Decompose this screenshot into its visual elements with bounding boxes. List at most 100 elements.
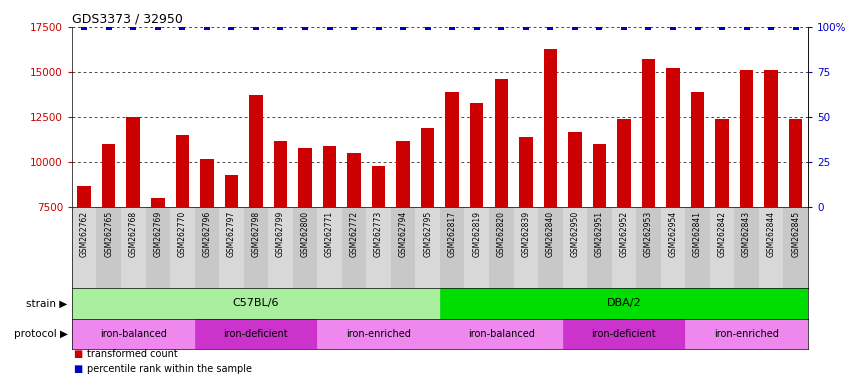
Bar [716, 119, 728, 207]
Point [445, 24, 459, 30]
Bar [618, 119, 630, 207]
Bar [691, 92, 704, 207]
Text: GSM262773: GSM262773 [374, 210, 383, 257]
Bar [348, 153, 360, 207]
Text: iron-balanced: iron-balanced [100, 329, 167, 339]
Bar [170, 207, 195, 288]
Bar [274, 141, 287, 207]
Text: GSM262768: GSM262768 [129, 210, 138, 257]
Bar [563, 207, 587, 288]
Text: iron-balanced: iron-balanced [468, 329, 535, 339]
Bar [489, 207, 514, 288]
Text: GSM262954: GSM262954 [668, 210, 678, 257]
Bar [740, 70, 753, 207]
Bar [514, 207, 538, 288]
Text: transformed count: transformed count [87, 349, 178, 359]
Text: percentile rank within the sample: percentile rank within the sample [87, 364, 252, 374]
Point [690, 24, 704, 30]
Text: GSM262839: GSM262839 [521, 210, 530, 257]
Bar [72, 288, 440, 319]
Text: GSM262770: GSM262770 [178, 210, 187, 257]
Bar [102, 144, 115, 207]
Bar [685, 319, 808, 349]
Bar [372, 166, 385, 207]
Bar [569, 132, 581, 207]
Bar [342, 207, 366, 288]
Text: DBA/2: DBA/2 [607, 298, 641, 308]
Text: GSM262772: GSM262772 [349, 210, 359, 257]
Bar [734, 207, 759, 288]
Point [592, 24, 606, 30]
Bar [195, 319, 317, 349]
Text: ■: ■ [74, 364, 83, 374]
Point [739, 24, 753, 30]
Text: GSM262950: GSM262950 [570, 210, 580, 257]
Point [175, 24, 189, 30]
Bar [789, 119, 802, 207]
Point [347, 24, 360, 30]
Point [715, 24, 728, 30]
Text: GSM262842: GSM262842 [717, 210, 727, 257]
Bar [710, 207, 734, 288]
Text: GSM262817: GSM262817 [448, 210, 457, 257]
Point [298, 24, 311, 30]
Text: protocol ▶: protocol ▶ [14, 329, 68, 339]
Bar [225, 175, 238, 207]
Text: GSM262800: GSM262800 [300, 210, 310, 257]
Point [371, 24, 385, 30]
Bar [661, 207, 685, 288]
Bar [317, 207, 342, 288]
Bar [219, 207, 244, 288]
Text: GSM262951: GSM262951 [595, 210, 604, 257]
Bar [127, 117, 140, 207]
Point [519, 24, 532, 30]
Bar [759, 207, 783, 288]
Bar [415, 207, 440, 288]
Bar [685, 207, 710, 288]
Bar [78, 186, 91, 207]
Text: GSM262841: GSM262841 [693, 210, 702, 257]
Text: GSM262795: GSM262795 [423, 210, 432, 257]
Text: GSM262769: GSM262769 [153, 210, 162, 257]
Bar [195, 207, 219, 288]
Text: C57BL/6: C57BL/6 [233, 298, 279, 308]
Text: GSM262843: GSM262843 [742, 210, 751, 257]
Bar [495, 79, 508, 207]
Text: GSM262840: GSM262840 [546, 210, 555, 257]
Bar [563, 319, 685, 349]
Point [126, 24, 140, 30]
Point [617, 24, 630, 30]
Bar [765, 70, 777, 207]
Text: GSM262844: GSM262844 [766, 210, 776, 257]
Bar [519, 137, 532, 207]
Text: GSM262798: GSM262798 [251, 210, 261, 257]
Bar [176, 135, 189, 207]
Bar [446, 92, 459, 207]
Bar [593, 144, 606, 207]
Bar [612, 207, 636, 288]
Point [470, 24, 483, 30]
Point [494, 24, 508, 30]
Bar [470, 103, 483, 207]
Bar [244, 207, 268, 288]
Point [77, 24, 91, 30]
Point [764, 24, 777, 30]
Point [102, 24, 115, 30]
Point [151, 24, 164, 30]
Bar [366, 207, 391, 288]
Bar [121, 207, 146, 288]
Bar [642, 60, 655, 207]
Text: GSM262820: GSM262820 [497, 210, 506, 257]
Text: strain ▶: strain ▶ [26, 298, 68, 308]
Bar [72, 319, 195, 349]
Text: GSM262952: GSM262952 [619, 210, 629, 257]
Point [273, 24, 287, 30]
Bar [250, 96, 262, 207]
Point [200, 24, 213, 30]
Bar [464, 207, 489, 288]
Bar [587, 207, 612, 288]
Text: GSM262953: GSM262953 [644, 210, 653, 257]
Bar [397, 141, 409, 207]
Bar [268, 207, 293, 288]
Text: GSM262771: GSM262771 [325, 210, 334, 257]
